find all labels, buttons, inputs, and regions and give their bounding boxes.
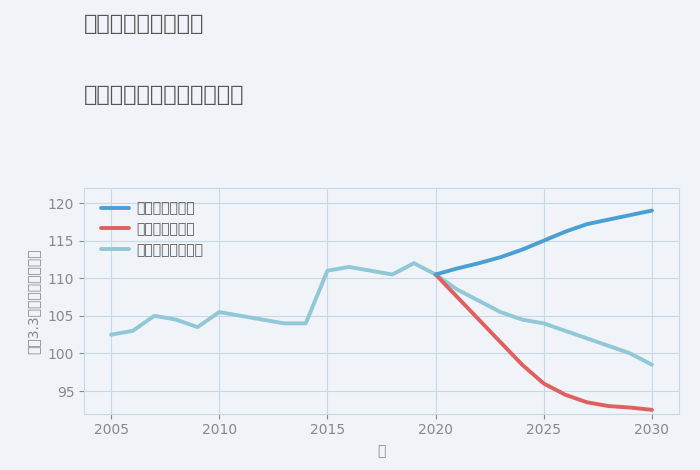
ノーマルシナリオ (518, 317, 526, 322)
ノーマルシナリオ (496, 309, 505, 315)
ノーマルシナリオ (258, 317, 267, 322)
ノーマルシナリオ (540, 321, 548, 326)
バッドシナリオ (561, 392, 570, 398)
ノーマルシナリオ (605, 343, 613, 349)
ノーマルシナリオ (410, 260, 418, 266)
ノーマルシナリオ (367, 268, 375, 274)
ノーマルシナリオ (453, 287, 461, 292)
バッドシナリオ (605, 403, 613, 409)
ノーマルシナリオ (172, 317, 180, 322)
ノーマルシナリオ (280, 321, 288, 326)
バッドシナリオ (626, 405, 634, 410)
グッドシナリオ (605, 217, 613, 222)
グッドシナリオ (453, 266, 461, 271)
Line: グッドシナリオ: グッドシナリオ (435, 211, 652, 274)
ノーマルシナリオ (302, 321, 310, 326)
ノーマルシナリオ (129, 328, 137, 334)
グッドシナリオ (561, 229, 570, 235)
ノーマルシナリオ (193, 324, 202, 330)
バッドシナリオ (431, 272, 440, 277)
バッドシナリオ (453, 294, 461, 300)
Text: 岐阜県関市平成通の: 岐阜県関市平成通の (84, 14, 204, 34)
Text: 中古マンションの価格推移: 中古マンションの価格推移 (84, 85, 244, 105)
ノーマルシナリオ (345, 264, 354, 270)
バッドシナリオ (496, 339, 505, 345)
ノーマルシナリオ (323, 268, 332, 274)
ノーマルシナリオ (626, 351, 634, 356)
Legend: グッドシナリオ, バッドシナリオ, ノーマルシナリオ: グッドシナリオ, バッドシナリオ, ノーマルシナリオ (97, 197, 207, 261)
バッドシナリオ (648, 407, 656, 413)
グッドシナリオ (626, 212, 634, 218)
ノーマルシナリオ (561, 328, 570, 334)
グッドシナリオ (648, 208, 656, 213)
Line: ノーマルシナリオ: ノーマルシナリオ (111, 263, 652, 365)
ノーマルシナリオ (150, 313, 158, 319)
ノーマルシナリオ (237, 313, 245, 319)
バッドシナリオ (518, 362, 526, 368)
ノーマルシナリオ (475, 298, 483, 304)
グッドシナリオ (496, 254, 505, 260)
Y-axis label: 坪（3.3㎡）単価（万円）: 坪（3.3㎡）単価（万円） (27, 248, 41, 353)
Line: バッドシナリオ: バッドシナリオ (435, 274, 652, 410)
ノーマルシナリオ (215, 309, 223, 315)
ノーマルシナリオ (583, 336, 592, 341)
ノーマルシナリオ (388, 272, 396, 277)
グッドシナリオ (540, 238, 548, 243)
グッドシナリオ (518, 247, 526, 252)
グッドシナリオ (475, 260, 483, 266)
ノーマルシナリオ (107, 332, 116, 337)
ノーマルシナリオ (431, 272, 440, 277)
ノーマルシナリオ (648, 362, 656, 368)
X-axis label: 年: 年 (377, 444, 386, 458)
バッドシナリオ (583, 400, 592, 405)
グッドシナリオ (583, 221, 592, 227)
グッドシナリオ (431, 272, 440, 277)
バッドシナリオ (475, 317, 483, 322)
バッドシナリオ (540, 381, 548, 386)
